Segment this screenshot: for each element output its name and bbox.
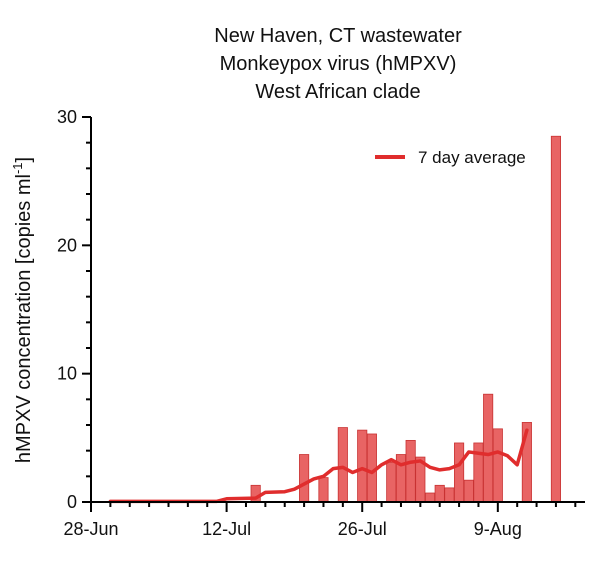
y-tick-label-20: 20 [57,235,77,255]
bar-2022-08-02 [424,492,436,503]
y-axis-label-main: hMPXV concentration [copies ml [13,174,35,463]
bar-2022-08-08 [483,393,494,503]
bar-2022-07-26 [357,429,368,503]
chart-title-line-1: New Haven, CT wastewater [214,25,462,47]
bar-2022-07-31 [405,439,416,503]
chart-title-line-3: West African clade [255,81,420,103]
bar-2022-07-29 [386,461,397,503]
y-axis-label-close: ] [13,157,35,163]
series-line-7-day-average [108,428,529,504]
bar-2022-08-04 [444,487,455,503]
bar-2022-07-24 [337,427,348,503]
bar-2022-08-09 [492,428,503,503]
axes [90,117,585,503]
chart-title: New Haven, CT wastewater Monkeypox virus… [214,25,462,103]
y-tick-label-0: 0 [67,492,77,512]
y-tick-label-10: 10 [57,364,77,384]
bar-2022-07-20 [299,454,310,503]
y-axis-label: hMPXV concentration [copies ml-1] [10,157,35,463]
x-ticks: 28-Jun 12-Jul 26-Jul 9-Aug [63,502,577,539]
bar-2022-08-15 [550,135,561,503]
chart-title-line-2: Monkeypox virus (hMPXV) [220,53,457,75]
bar-2022-08-05 [454,442,465,503]
bar-2022-08-06 [463,479,474,503]
x-tick-label-26-Jul: 26-Jul [338,519,387,539]
x-tick-label-28-Jun: 28-Jun [63,519,118,539]
bar-2022-08-03 [434,484,445,503]
legend-label: 7 day average [418,148,526,167]
legend: 7 day average [375,148,526,167]
bar-2022-07-22 [318,477,329,503]
line-layer [108,428,529,504]
y-axis-label-superscript: -1 [10,162,25,174]
bars-layer [250,135,561,503]
y-tick-label-30: 30 [57,107,77,127]
x-tick-label-9-Aug: 9-Aug [474,519,522,539]
y-ticks: 0 10 20 30 [57,107,91,512]
x-tick-label-12-Jul: 12-Jul [202,519,251,539]
